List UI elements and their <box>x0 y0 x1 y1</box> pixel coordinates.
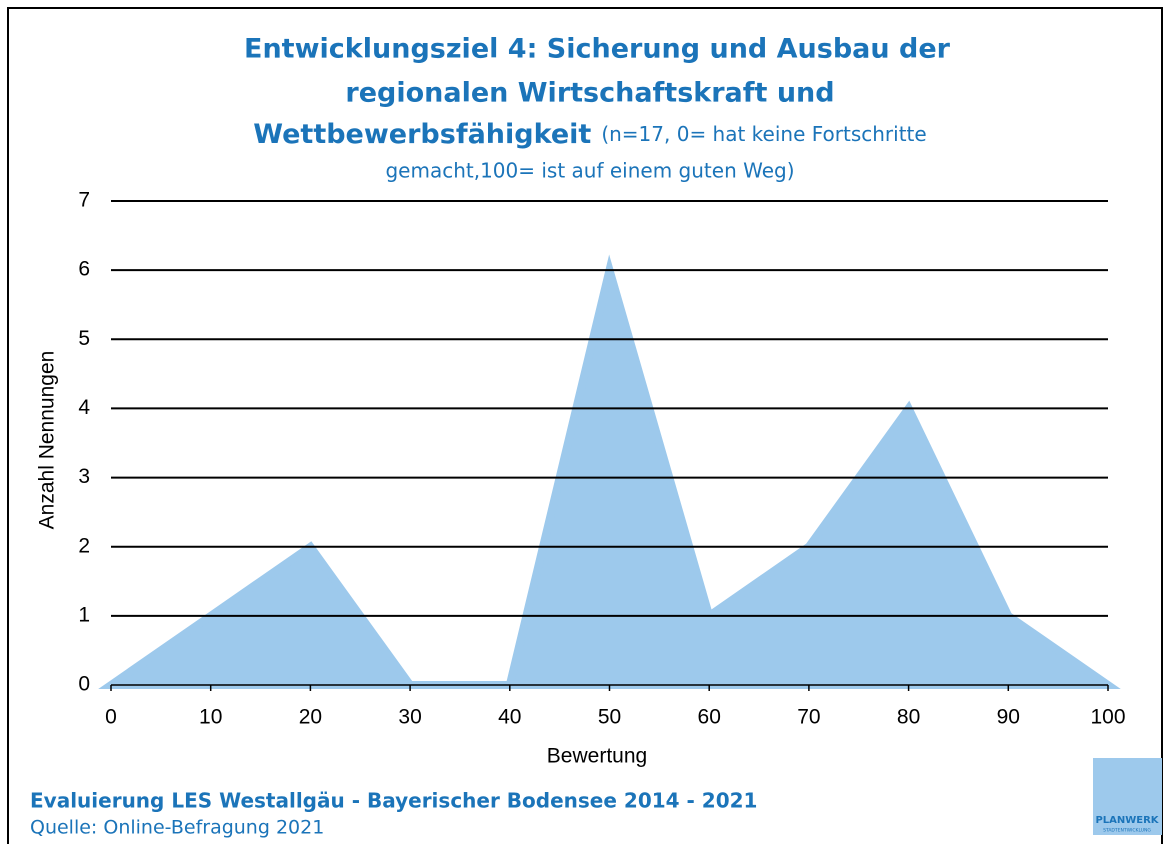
y-tick-label: 2 <box>78 534 90 557</box>
chart-title: Wettbewerbsfähigkeit (n=17, 0= hat keine … <box>253 119 926 150</box>
chart-title: Entwicklungsziel 4: Sicherung und Ausbau… <box>244 34 951 65</box>
footer: Evaluierung LES Westallgäu - Bayerischer… <box>30 789 757 813</box>
y-tick-label: 6 <box>78 258 90 281</box>
y-tick-label: 1 <box>78 603 90 626</box>
x-tick-label: 70 <box>797 706 820 729</box>
x-tick-label: 60 <box>698 706 721 729</box>
chart-title: Wettbewerbsfähigkeit <box>253 119 591 150</box>
x-tick-label: 20 <box>299 706 322 729</box>
x-tick-label: 80 <box>897 706 920 729</box>
x-tick-label: 100 <box>1090 706 1125 729</box>
x-tick-label: 90 <box>997 706 1020 729</box>
footer: Quelle: Online-Befragung 2021 <box>30 817 324 839</box>
y-tick-label: 5 <box>78 327 90 350</box>
x-tick-label: 30 <box>398 706 421 729</box>
x-tick-label: 40 <box>498 706 521 729</box>
y-tick-label: 3 <box>78 465 90 488</box>
logo-text: PLANWERK <box>1095 815 1159 826</box>
logo-text: STADTENTWICKLUNG <box>1103 828 1151 834</box>
chart-subtitle: gemacht,100= ist auf einem guten Weg) <box>385 159 794 183</box>
chart-title: regionalen Wirtschaftskraft und <box>345 78 834 109</box>
y-axis-label: Anzahl Nennungen <box>36 351 59 530</box>
y-tick-label: 0 <box>78 673 90 696</box>
logo <box>1093 758 1162 835</box>
y-tick-label: 4 <box>78 396 90 419</box>
x-tick-label: 50 <box>598 706 621 729</box>
x-axis-label: Bewertung <box>547 745 647 768</box>
chart-subtitle: (n=17, 0= hat keine Fortschritte <box>601 122 926 146</box>
x-tick-label: 0 <box>105 706 117 729</box>
frame <box>7 7 1163 844</box>
x-tick-label: 10 <box>199 706 222 729</box>
y-tick-label: 7 <box>78 189 90 212</box>
